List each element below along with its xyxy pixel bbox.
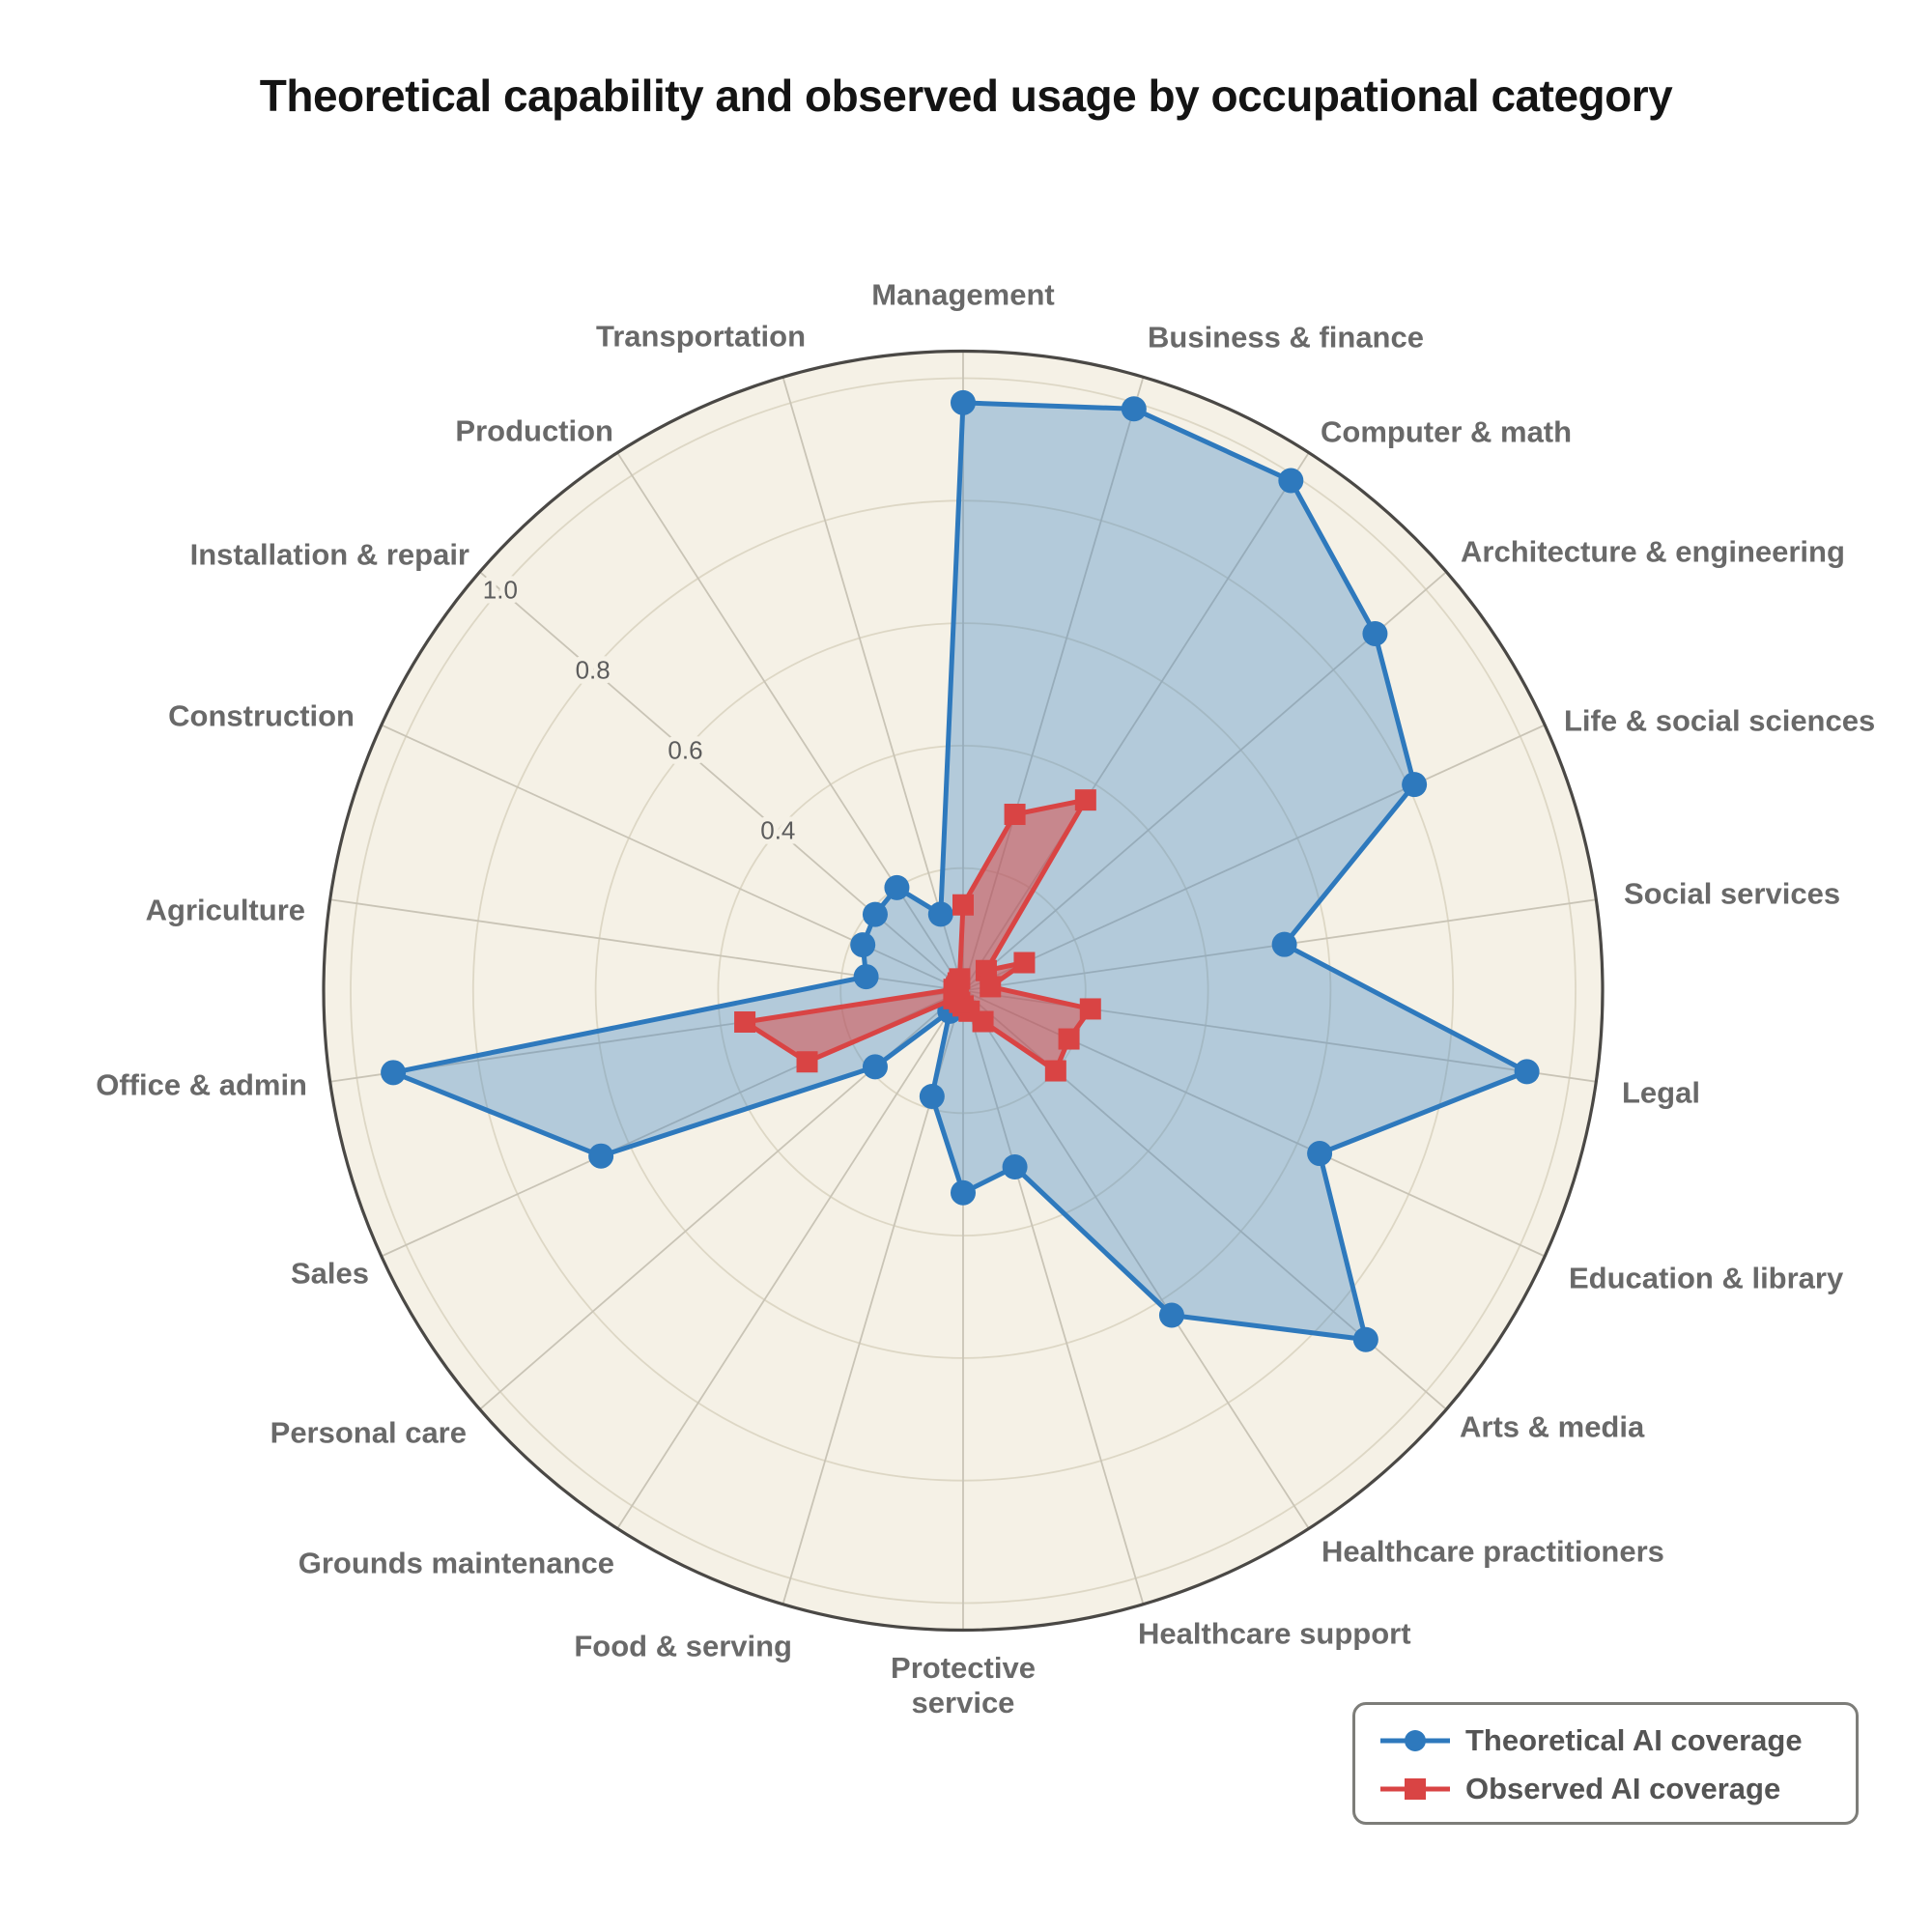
grid-spoke — [962, 990, 1145, 1605]
category-label-8: Arts & media — [1460, 1410, 1645, 1444]
category-label-20: Production — [455, 414, 613, 448]
data-point-theoretical-1 — [1121, 396, 1147, 422]
legend-label-observed: Observed AI coverage — [1465, 1772, 1781, 1805]
data-point-observed-8 — [1044, 1060, 1066, 1082]
radial-tick-label: 1.0 — [483, 575, 518, 604]
data-point-theoretical-14 — [862, 1054, 888, 1080]
data-point-theoretical-4 — [1402, 772, 1428, 798]
data-point-theoretical-21 — [927, 901, 953, 927]
radial-tick-label: 0.8 — [576, 655, 611, 684]
category-label-1: Business & finance — [1148, 321, 1424, 355]
category-label-12: Food & serving — [574, 1630, 792, 1663]
outer-circle — [322, 349, 1605, 1633]
data-point-theoretical-3 — [1362, 620, 1388, 646]
data-point-theoretical-6 — [1514, 1059, 1540, 1085]
data-point-observed-15 — [796, 1051, 818, 1073]
data-point-observed-0 — [952, 894, 974, 916]
category-label-17: Agriculture — [146, 894, 305, 927]
data-point-observed-5 — [980, 976, 1002, 998]
data-point-observed-2 — [1074, 789, 1096, 811]
legend: Theoretical AI coverage Observed AI cove… — [1352, 1702, 1859, 1825]
category-label-3: Architecture & engineering — [1461, 535, 1845, 569]
legend-item-theoretical: Theoretical AI coverage — [1378, 1717, 1856, 1765]
data-point-theoretical-2 — [1278, 468, 1304, 494]
category-label-0: Management — [871, 278, 1054, 312]
category-label-13: Grounds maintenance — [298, 1547, 614, 1580]
data-point-observed-3 — [975, 959, 997, 981]
data-point-theoretical-20 — [884, 874, 910, 900]
grid-spoke — [962, 990, 1310, 1529]
data-point-observed-1 — [1004, 804, 1026, 826]
data-point-theoretical-11 — [951, 1179, 976, 1206]
category-label-7: Education & library — [1569, 1262, 1844, 1295]
category-label-16: Office & admin — [96, 1068, 307, 1102]
data-point-theoretical-10 — [1002, 1153, 1028, 1179]
data-point-observed-4 — [1013, 952, 1036, 974]
grid-spoke — [616, 990, 964, 1529]
data-point-theoretical-15 — [588, 1143, 614, 1169]
radial-tick-label: 0.4 — [760, 815, 795, 844]
category-label-11: Protective service — [891, 1651, 1036, 1719]
legend-label-theoretical: Theoretical AI coverage — [1465, 1723, 1803, 1757]
data-point-theoretical-5 — [1271, 931, 1297, 957]
legend-line-circle-icon — [1380, 1730, 1450, 1751]
data-point-observed-7 — [1058, 1028, 1080, 1050]
legend-item-observed: Observed AI coverage — [1378, 1765, 1856, 1813]
category-label-18: Construction — [168, 699, 355, 733]
category-label-2: Computer & math — [1321, 415, 1572, 449]
category-label-5: Social services — [1624, 877, 1840, 911]
data-point-theoretical-17 — [853, 964, 879, 990]
category-label-4: Life & social sciences — [1564, 704, 1875, 738]
radial-tick-label: 0.6 — [668, 735, 702, 764]
category-label-10: Healthcare support — [1138, 1617, 1411, 1651]
data-point-observed-21 — [949, 968, 971, 990]
data-point-theoretical-8 — [1352, 1326, 1378, 1352]
category-label-15: Sales — [291, 1257, 369, 1291]
category-label-6: Legal — [1622, 1076, 1700, 1110]
data-point-theoretical-7 — [1307, 1141, 1333, 1167]
category-label-14: Personal care — [270, 1416, 467, 1450]
category-label-21: Transportation — [596, 320, 806, 354]
grid-spoke — [781, 377, 964, 991]
data-point-theoretical-0 — [951, 389, 976, 415]
data-point-observed-16 — [734, 1010, 756, 1033]
data-point-theoretical-9 — [1158, 1302, 1184, 1328]
grid-spoke — [616, 452, 964, 991]
data-point-observed-6 — [1079, 998, 1101, 1020]
data-point-theoretical-16 — [381, 1060, 407, 1086]
data-point-theoretical-18 — [850, 932, 876, 958]
legend-line-square-icon — [1380, 1778, 1450, 1800]
chart-title: Theoretical capability and observed usag… — [259, 71, 1673, 121]
category-label-9: Healthcare practitioners — [1321, 1535, 1664, 1569]
data-point-theoretical-19 — [862, 901, 888, 927]
category-label-19: Installation & repair — [190, 538, 469, 572]
grid-spoke — [962, 724, 1546, 992]
data-point-theoretical-12 — [919, 1083, 945, 1109]
